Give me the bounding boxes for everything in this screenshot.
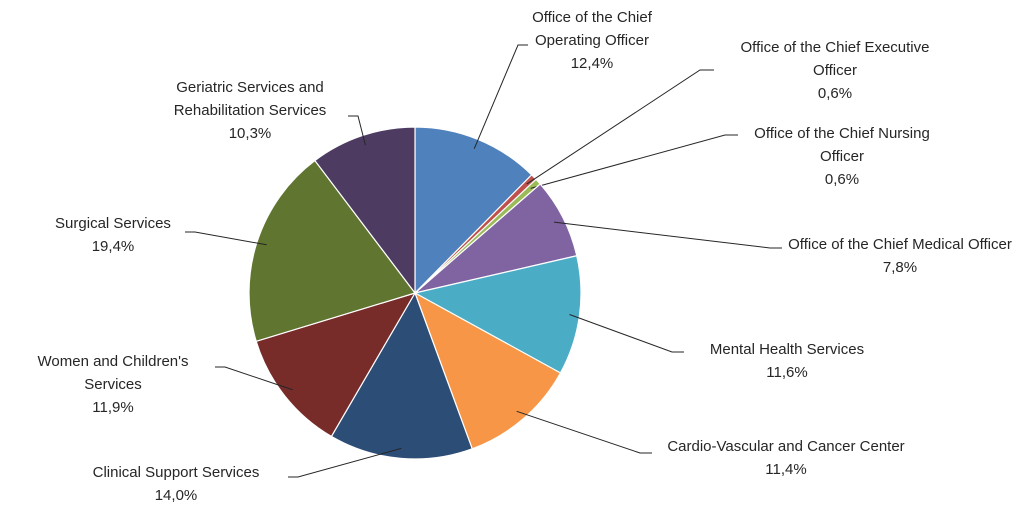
value-label: 19,4% xyxy=(91,238,135,255)
value-label: 11,4% xyxy=(765,461,807,478)
category-label: Women and Children's Services xyxy=(37,353,189,393)
data-label: Office of the Chief Nursing Officer 0,6% xyxy=(737,122,947,191)
category-label: Surgical Services xyxy=(55,215,171,232)
data-label: Geriatric Services and Rehabilitation Se… xyxy=(140,76,360,145)
category-label: Geriatric Services and Rehabilitation Se… xyxy=(173,79,327,119)
leader-line xyxy=(348,115,366,146)
category-label: Office of the Chief Executive Officer xyxy=(740,39,930,79)
pie-slice xyxy=(413,255,582,374)
pie-slice xyxy=(413,291,562,450)
leader-line xyxy=(516,410,652,454)
value-label: 0,6% xyxy=(824,171,860,188)
value-label: 7,8% xyxy=(882,259,918,276)
category-label: Cardio-Vascular and Cancer Center xyxy=(667,438,905,455)
pie-slice xyxy=(255,291,417,438)
category-label: Clinical Support Services xyxy=(92,464,260,481)
value-label: 0,6% xyxy=(817,85,853,102)
data-label: Women and Children's Services 11,9% xyxy=(8,350,218,419)
value-label: 14,0% xyxy=(154,487,198,504)
leader-line xyxy=(215,366,293,391)
category-label: Office of the Chief Nursing Officer xyxy=(754,125,930,165)
value-label: 12,4% xyxy=(570,55,614,72)
data-label: Cardio-Vascular and Cancer Center 11,4% xyxy=(666,435,906,481)
value-label: 11,9% xyxy=(92,399,134,416)
value-label: 10,3% xyxy=(228,125,272,142)
pie-slice xyxy=(248,159,416,343)
data-label: Mental Health Services 11,6% xyxy=(677,338,897,384)
leader-line xyxy=(473,44,528,149)
leader-line xyxy=(526,69,714,185)
leader-line xyxy=(530,134,738,189)
leader-line xyxy=(569,314,684,353)
data-label: Office of the Chief Executive Officer 0,6… xyxy=(730,36,940,105)
data-label: Clinical Support Services 14,0% xyxy=(56,461,296,507)
category-label: Office of the Chief Medical Officer xyxy=(788,236,1012,253)
data-label: Office of the Chief Operating Officer 12,… xyxy=(502,6,682,75)
data-label: Surgical Services 19,4% xyxy=(13,212,213,258)
data-label: Office of the Chief Medical Officer 7,8% xyxy=(780,233,1020,279)
pie-slice xyxy=(330,291,473,460)
leader-line xyxy=(288,447,402,478)
value-label: 11,6% xyxy=(766,364,808,381)
category-label: Office of the Chief Operating Officer xyxy=(532,9,652,49)
leader-line xyxy=(185,231,267,246)
pie-slice xyxy=(314,126,416,295)
leader-line xyxy=(553,221,782,249)
category-label: Mental Health Services xyxy=(709,341,865,358)
